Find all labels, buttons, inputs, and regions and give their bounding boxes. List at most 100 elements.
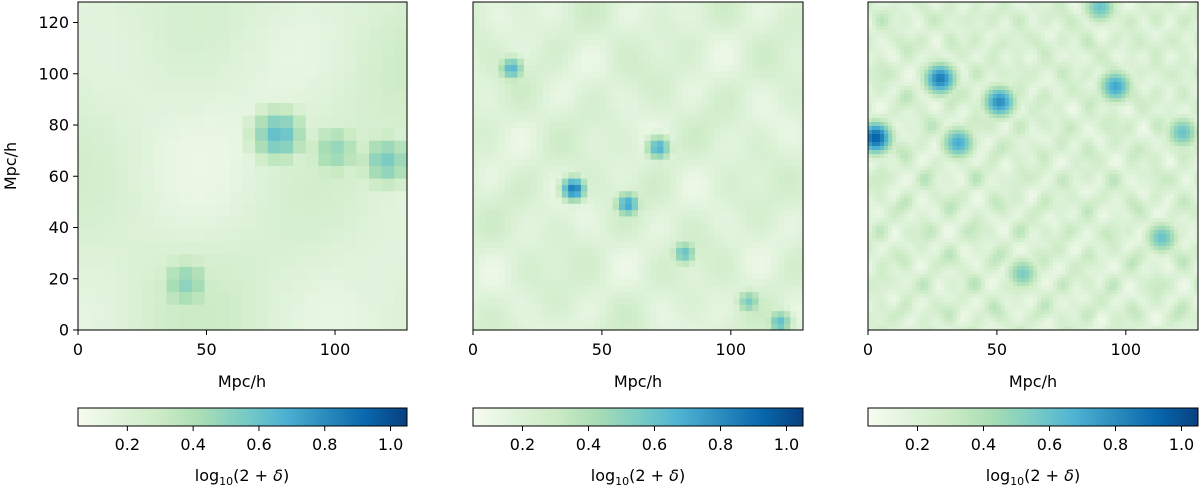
heatmap-cell <box>884 50 889 55</box>
heatmap-cell <box>1113 62 1119 67</box>
heatmap-cell <box>343 216 357 230</box>
heatmap-cell <box>1024 70 1030 75</box>
heatmap-cell <box>561 14 569 22</box>
heatmap-cell <box>625 285 633 293</box>
heatmap-cell <box>790 197 798 205</box>
heatmap-cell <box>726 58 734 66</box>
heatmap-cell <box>669 115 677 123</box>
heatmap-cell <box>267 140 282 154</box>
heatmap-cell <box>650 298 658 306</box>
heatmap-cell <box>657 128 664 136</box>
heatmap-cell <box>1101 30 1107 35</box>
heatmap-cell <box>1145 18 1151 23</box>
heatmap-cell <box>657 27 664 35</box>
heatmap-cell <box>473 216 480 224</box>
heatmap-cell <box>1073 66 1078 71</box>
heatmap-cell <box>984 42 990 47</box>
heatmap-cell <box>549 96 557 104</box>
heatmap-cell <box>1121 62 1127 67</box>
heatmap-cell <box>790 260 798 268</box>
heatmap-cell <box>517 229 525 236</box>
heatmap-cell <box>511 2 519 9</box>
heatmap-cell <box>688 159 696 167</box>
heatmap-cell <box>669 58 677 66</box>
heatmap-cell <box>764 273 772 281</box>
heatmap-cell <box>676 14 684 22</box>
heatmap-cell <box>625 121 633 129</box>
heatmap-cell <box>191 128 206 142</box>
heatmap-cell <box>940 42 946 47</box>
heatmap-cell <box>916 50 921 55</box>
heatmap-cell <box>720 222 728 230</box>
heatmap-cell <box>688 197 696 205</box>
heatmap-cell <box>771 292 779 300</box>
heatmap-cell <box>745 311 753 318</box>
heatmap-cell <box>992 70 998 75</box>
heatmap-cell <box>980 22 986 27</box>
heatmap-cell <box>536 128 544 136</box>
heatmap-cell <box>944 26 950 31</box>
heatmap-cell <box>492 166 499 173</box>
heatmap-cell <box>663 8 671 16</box>
heatmap-cell <box>777 140 785 148</box>
heatmap-cell <box>498 197 506 205</box>
heatmap-cell <box>593 33 601 41</box>
heatmap-cell <box>1145 70 1151 75</box>
heatmap-cell <box>530 216 538 224</box>
heatmap-cell <box>964 26 970 31</box>
heatmap-cell <box>618 184 626 192</box>
heatmap-cell <box>701 260 709 268</box>
heatmap-cell <box>956 46 962 51</box>
heatmap-cell <box>504 153 512 161</box>
heatmap-cell <box>764 184 772 192</box>
heatmap-cell <box>892 18 897 23</box>
heatmap-cell <box>549 14 557 22</box>
heatmap-cell <box>726 2 734 9</box>
heatmap-cell <box>1049 46 1054 51</box>
heatmap-cell <box>612 285 620 293</box>
heatmap-cell <box>1024 22 1030 27</box>
heatmap-cell <box>280 191 294 205</box>
heatmap-cell <box>517 77 525 85</box>
heatmap-cell <box>1181 66 1187 71</box>
heatmap-cell <box>1097 54 1103 59</box>
heatmap-cell <box>944 70 950 75</box>
heatmap-cell <box>1020 26 1026 31</box>
heatmap-cell <box>936 74 942 79</box>
heatmap-cell <box>568 96 576 104</box>
heatmap-cell <box>924 6 929 11</box>
heatmap-cell <box>356 279 370 293</box>
heatmap-cell <box>1085 26 1090 31</box>
heatmap-cell <box>936 22 942 27</box>
heatmap-cell <box>1161 2 1167 7</box>
heatmap-cell <box>976 10 982 15</box>
heatmap-cell <box>204 279 218 293</box>
heatmap-cell <box>644 317 652 325</box>
heatmap-cell <box>90 266 104 281</box>
heatmap-cell <box>948 54 954 59</box>
heatmap-cell <box>293 191 307 205</box>
heatmap-cell <box>1169 26 1175 31</box>
colorbar-tick-label: 1.0 <box>378 435 403 454</box>
heatmap-cell <box>701 279 709 287</box>
heatmap-cell <box>549 39 557 47</box>
heatmap-cell <box>1145 6 1151 11</box>
heatmap-cell <box>523 71 531 79</box>
heatmap-cell <box>473 8 480 16</box>
heatmap-cell <box>752 115 760 123</box>
heatmap-cell <box>568 203 576 211</box>
heatmap-cell <box>318 2 332 16</box>
heatmap-cell <box>523 52 531 60</box>
heatmap-cell <box>720 279 728 287</box>
heatmap-cell <box>542 197 550 205</box>
heatmap-cell <box>599 203 607 211</box>
heatmap-cell <box>561 229 569 236</box>
heatmap-cell <box>517 260 525 268</box>
heatmap-cell <box>1045 26 1050 31</box>
heatmap-cell <box>1004 34 1010 39</box>
heatmap-cell <box>638 8 645 16</box>
heatmap-cell <box>631 166 639 173</box>
heatmap-cell <box>479 273 487 281</box>
heatmap-cell <box>587 153 595 161</box>
heatmap-cell <box>255 191 269 205</box>
